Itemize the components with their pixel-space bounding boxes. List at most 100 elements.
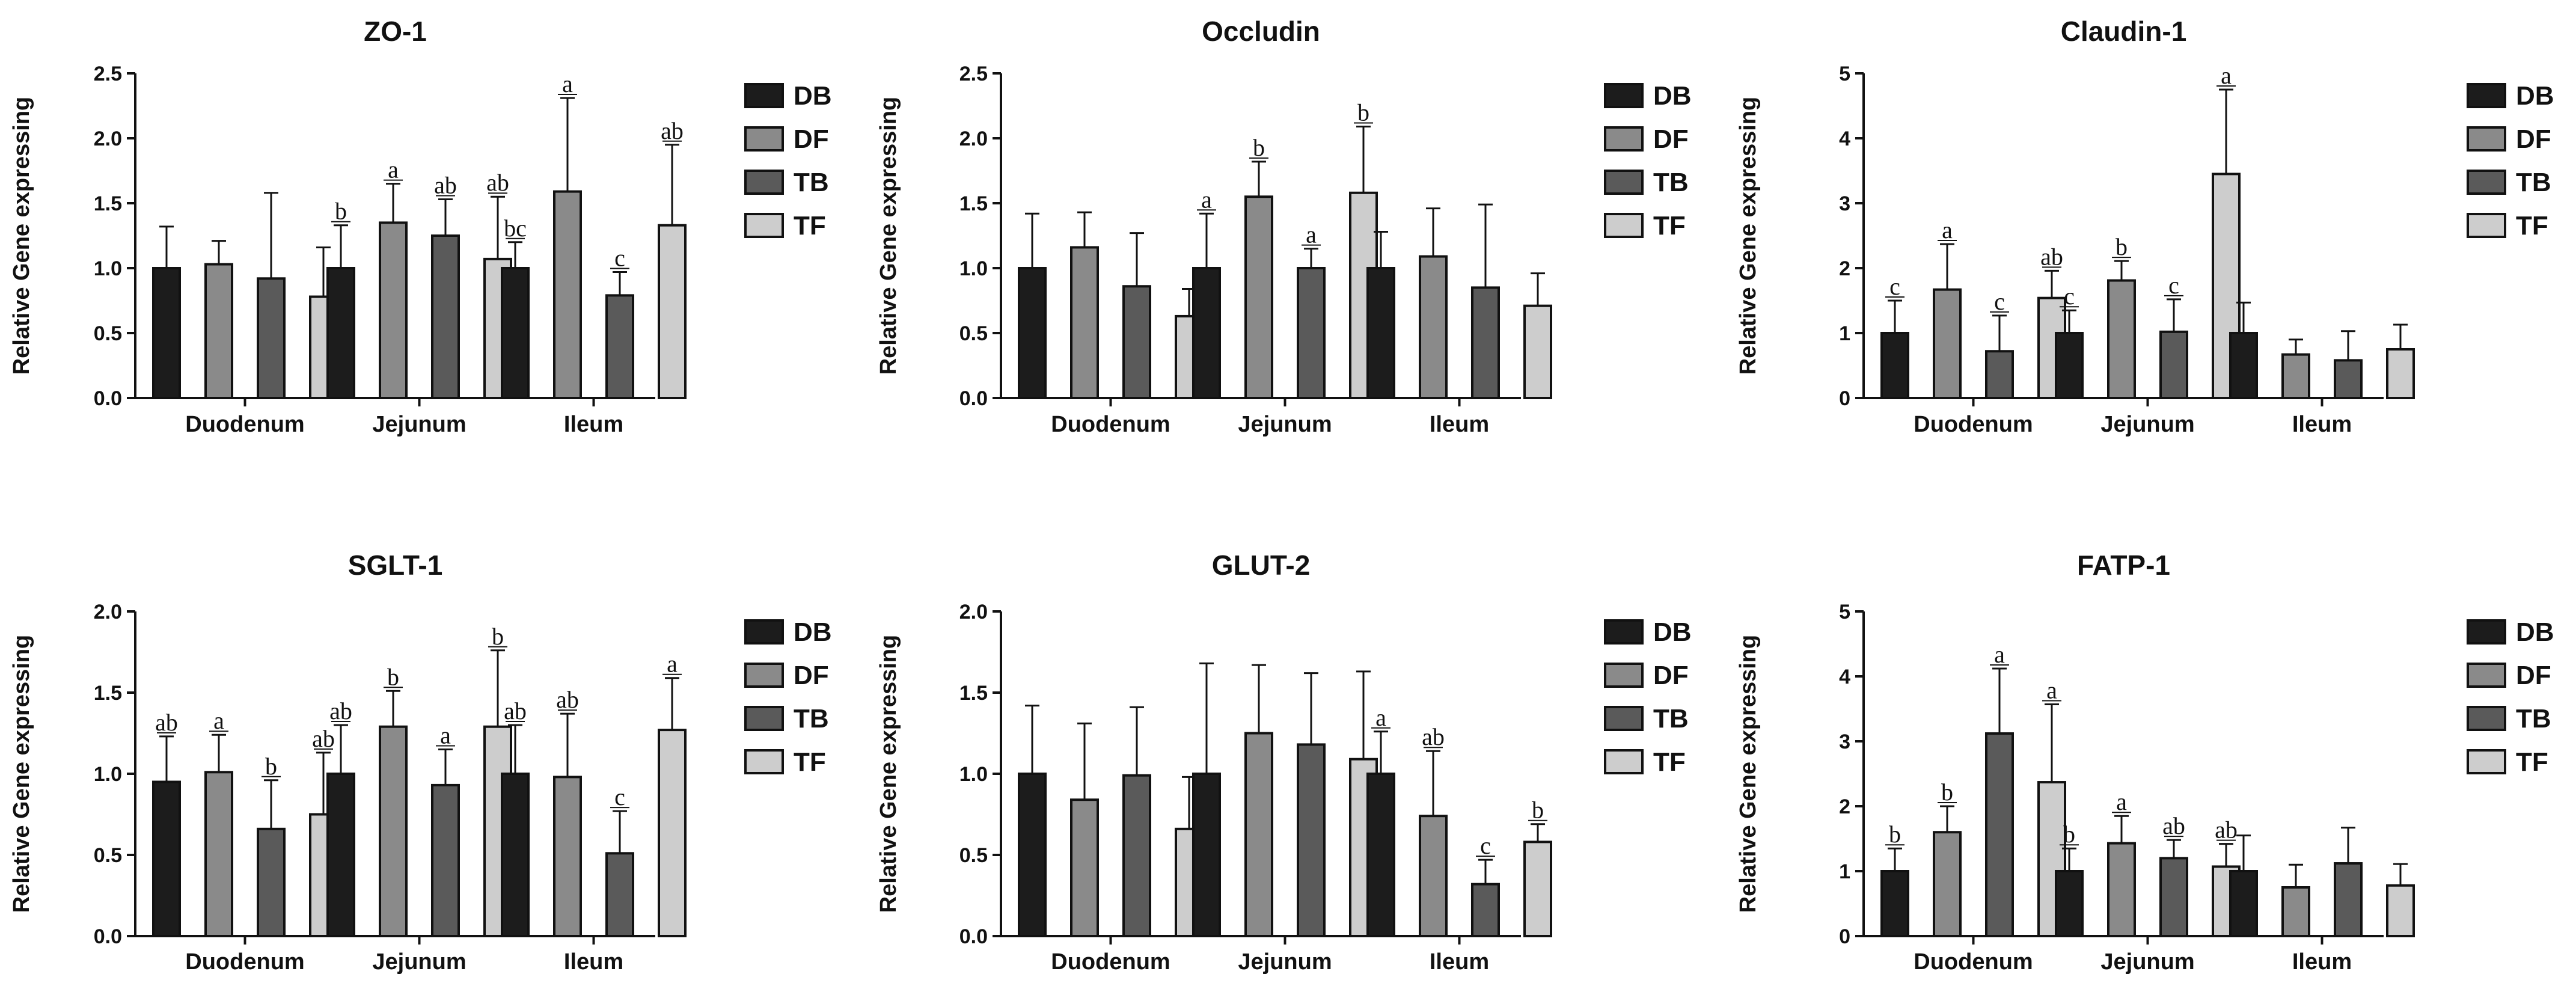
legend-label-db: DB <box>2516 617 2554 647</box>
bar-df-duodenum <box>1070 246 1099 399</box>
bar-db-duodenum <box>1880 332 1909 399</box>
bar-db-jejunum <box>326 773 355 937</box>
bar-tb-jejunum <box>431 234 460 399</box>
bar-tb-ileum <box>1471 286 1500 399</box>
category-label: Duodenum <box>1051 949 1170 975</box>
bar-tf-ileum <box>658 729 687 937</box>
y-tick-label: 0.0 <box>94 925 122 948</box>
legend-swatch-df <box>2467 663 2506 688</box>
significance-letter: b <box>492 623 504 650</box>
significance-letter: a <box>2116 788 2127 815</box>
legend: DB DF TB TF <box>2467 617 2554 777</box>
bar-tf-ileum <box>2386 348 2415 399</box>
y-tick-label: 1.0 <box>94 763 122 786</box>
chart-title: SGLT-1 <box>348 550 443 581</box>
legend-label-db: DB <box>794 617 832 647</box>
chart-title: GLUT-2 <box>1212 550 1311 581</box>
legend-swatch-tf <box>744 749 784 774</box>
legend-swatch-db <box>1604 619 1644 645</box>
y-tick-label: 0.5 <box>94 844 122 867</box>
bar-tb-ileum <box>2334 359 2363 399</box>
legend-swatch-tb <box>1604 170 1644 195</box>
bar-db-ileum <box>1366 773 1395 937</box>
category-label: Jejunum <box>2100 949 2194 975</box>
chart-panel-fatp-1: FATP-1 Relative Gene expressing 0 1 2 3 4 5 Duod… <box>1736 550 2554 975</box>
chart-panel-occludin: Occludin Relative Gene expressing 0.0 0.5 1.… <box>876 16 1692 437</box>
legend-swatch-db <box>2467 619 2506 645</box>
chart-title: ZO-1 <box>364 16 427 47</box>
significance-letter: c <box>2168 272 2179 299</box>
significance-letter: c <box>2064 283 2075 310</box>
bar-tb-jejunum <box>1297 743 1326 938</box>
y-tick-label: 2 <box>1839 257 1850 280</box>
bar-df-ileum <box>1419 255 1448 399</box>
bar-db-ileum <box>2229 332 2258 399</box>
bar-db-duodenum <box>152 780 181 937</box>
legend-swatch-db <box>744 619 784 645</box>
bar-tf-ileum <box>2386 884 2415 938</box>
bar-db-duodenum <box>1018 773 1047 937</box>
legend-label-tb: TB <box>794 704 829 733</box>
significance-letter: b <box>1357 99 1369 126</box>
bar-df-jejunum <box>1244 195 1273 399</box>
y-tick-label: 1 <box>1839 860 1850 883</box>
category-label: Duodenum <box>1914 412 2033 437</box>
y-tick-label: 1.5 <box>959 192 988 215</box>
legend-label-df: DF <box>794 661 829 690</box>
significance-letter: a <box>1994 641 2005 668</box>
legend: DB DF TB TF <box>744 81 832 240</box>
legend-label-tf: TF <box>794 747 826 777</box>
y-tick-label: 5 <box>1839 601 1850 623</box>
significance-letter: a <box>2046 676 2057 703</box>
bar-df-jejunum <box>379 725 408 937</box>
bar-tb-ileum <box>605 294 634 399</box>
category-label: Jejunum <box>372 949 466 975</box>
legend-label-df: DF <box>1653 661 1689 690</box>
bar-tb-jejunum <box>431 783 460 938</box>
chart-panel-glut-2: GLUT-2 Relative Gene expressing 0.0 0.5 1.0 1… <box>876 550 1692 975</box>
significance-letter: a <box>1375 704 1386 731</box>
significance-letter: b <box>2116 233 2128 260</box>
legend-swatch-df <box>1604 663 1644 688</box>
legend-label-db: DB <box>1653 617 1692 647</box>
y-tick-label: 0.5 <box>94 322 122 345</box>
significance-letter: bc <box>504 215 527 242</box>
category-label: Duodenum <box>1914 949 2033 975</box>
significance-letter: b <box>387 663 399 690</box>
bar-df-ileum <box>2281 886 2310 937</box>
significance-letter: ab <box>486 169 509 196</box>
y-axis-label: Relative Gene expressing <box>9 635 34 913</box>
significance-letter: a <box>667 651 678 678</box>
bar-df-ileum <box>553 776 582 938</box>
category-label: Duodenum <box>185 949 304 975</box>
bar-db-jejunum <box>1192 773 1221 937</box>
significance-letter: b <box>1532 797 1544 824</box>
legend-label-tb: TB <box>1653 168 1689 197</box>
bar-db-jejunum <box>2055 870 2084 937</box>
y-tick-label: 0 <box>1839 925 1850 948</box>
y-tick-label: 1.5 <box>94 682 122 705</box>
bar-df-duodenum <box>1933 288 1962 400</box>
chart-panel-sglt-1: SGLT-1 Relative Gene expressing 0.0 0.5 1.0 1… <box>9 550 832 975</box>
legend-swatch-db <box>2467 83 2506 108</box>
legend-label-df: DF <box>794 124 829 154</box>
legend-label-tb: TB <box>2516 704 2551 733</box>
bar-tb-jejunum <box>1297 267 1326 399</box>
y-tick-label: 0 <box>1839 387 1850 410</box>
significance-letter: c <box>614 783 625 810</box>
significance-letter: b <box>1941 779 1953 806</box>
significance-letter: ab <box>661 117 684 144</box>
legend-label-tf: TF <box>2516 211 2548 240</box>
y-axis-label: Relative Gene expressing <box>9 97 34 375</box>
legend: DB DF TB TF <box>1604 617 1692 777</box>
significance-letter: b <box>1253 134 1265 161</box>
bar-db-ileum <box>501 773 530 937</box>
legend-label-tb: TB <box>1653 704 1689 733</box>
legend: DB DF TB TF <box>1604 81 1692 240</box>
y-tick-label: 4 <box>1839 127 1850 150</box>
bar-df-ileum <box>553 190 582 399</box>
y-tick-label: 0.0 <box>959 925 988 948</box>
legend-label-tb: TB <box>2516 168 2551 197</box>
bar-df-duodenum <box>1933 831 1962 937</box>
legend-label-tb: TB <box>794 168 829 197</box>
